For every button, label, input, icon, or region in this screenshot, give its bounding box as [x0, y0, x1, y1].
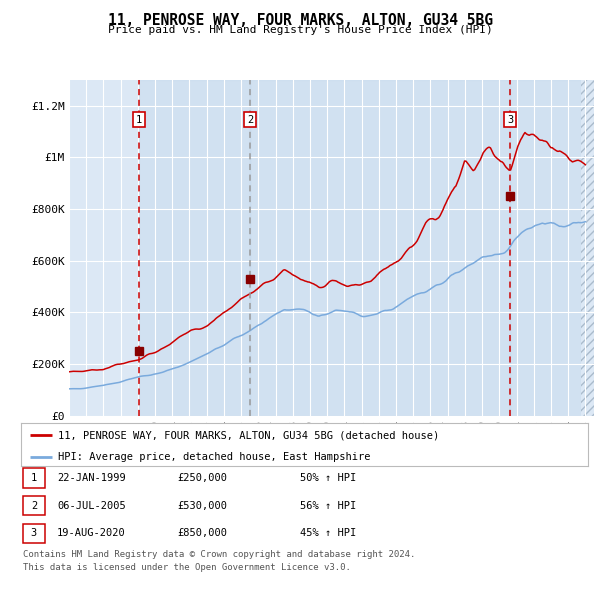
- Text: 11, PENROSE WAY, FOUR MARKS, ALTON, GU34 5BG: 11, PENROSE WAY, FOUR MARKS, ALTON, GU34…: [107, 13, 493, 28]
- Text: HPI: Average price, detached house, East Hampshire: HPI: Average price, detached house, East…: [58, 451, 370, 461]
- Bar: [250, 80, 510, 416]
- Text: 1: 1: [31, 473, 37, 483]
- Text: 56% ↑ HPI: 56% ↑ HPI: [300, 501, 356, 510]
- Text: 3: 3: [31, 529, 37, 538]
- Text: £250,000: £250,000: [177, 473, 227, 483]
- Text: 11, PENROSE WAY, FOUR MARKS, ALTON, GU34 5BG (detached house): 11, PENROSE WAY, FOUR MARKS, ALTON, GU34…: [58, 430, 439, 440]
- Bar: [581, 80, 594, 416]
- Text: 06-JUL-2005: 06-JUL-2005: [57, 501, 126, 510]
- Text: Contains HM Land Registry data © Crown copyright and database right 2024.: Contains HM Land Registry data © Crown c…: [23, 550, 415, 559]
- Text: 3: 3: [507, 114, 513, 124]
- Text: 50% ↑ HPI: 50% ↑ HPI: [300, 473, 356, 483]
- Text: 45% ↑ HPI: 45% ↑ HPI: [300, 529, 356, 538]
- Text: 2: 2: [31, 501, 37, 510]
- Text: 22-JAN-1999: 22-JAN-1999: [57, 473, 126, 483]
- Text: 1: 1: [136, 114, 142, 124]
- Bar: [510, 80, 581, 416]
- Bar: [139, 80, 250, 416]
- Text: This data is licensed under the Open Government Licence v3.0.: This data is licensed under the Open Gov…: [23, 563, 350, 572]
- Text: 2: 2: [247, 114, 253, 124]
- Text: £530,000: £530,000: [177, 501, 227, 510]
- Text: 19-AUG-2020: 19-AUG-2020: [57, 529, 126, 538]
- Text: Price paid vs. HM Land Registry's House Price Index (HPI): Price paid vs. HM Land Registry's House …: [107, 25, 493, 35]
- Text: £850,000: £850,000: [177, 529, 227, 538]
